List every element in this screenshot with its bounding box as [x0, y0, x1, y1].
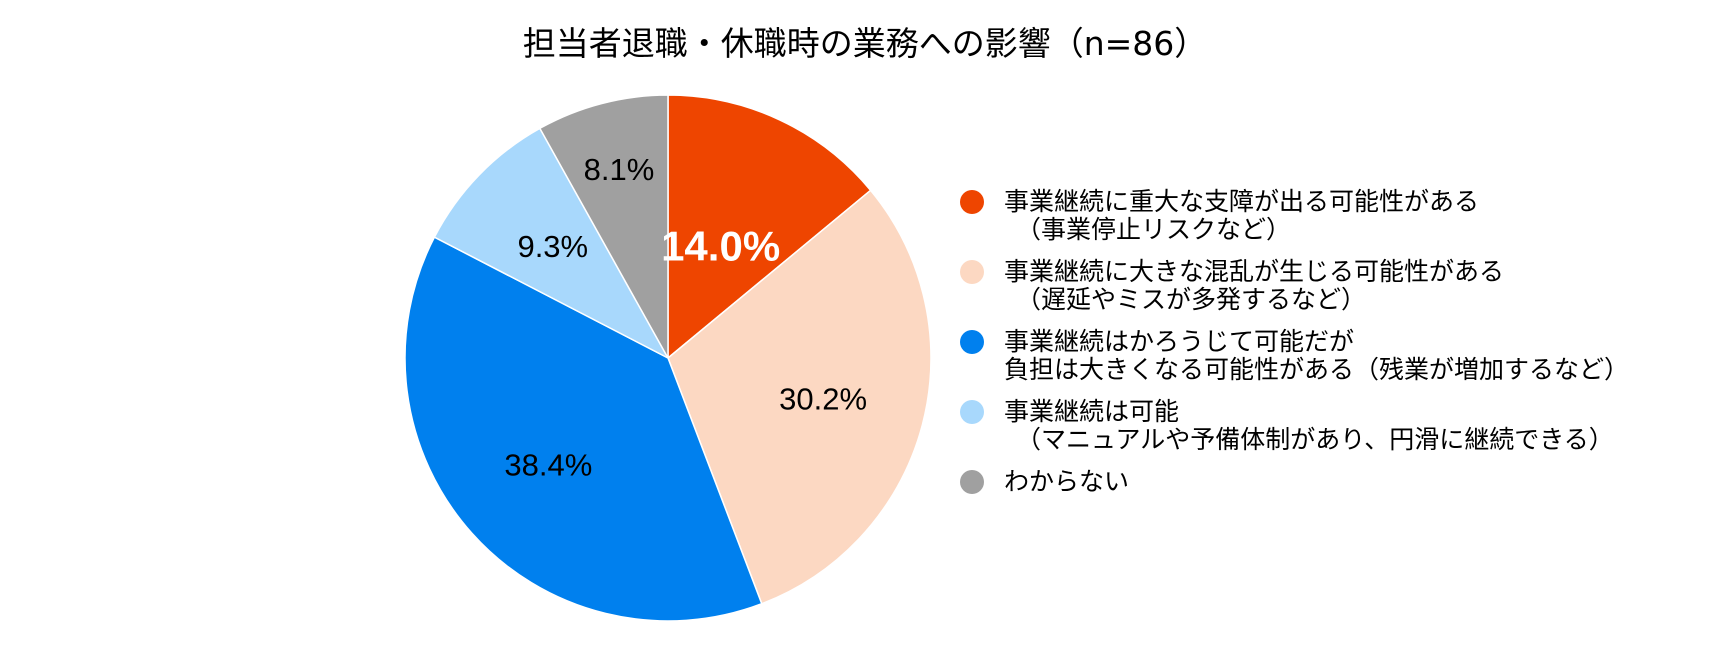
legend-label-line: 事業継続に重大な支障が出る可能性がある — [1004, 187, 1480, 216]
legend-label-line: （遅延やミスが多発するなど） — [1016, 285, 1367, 314]
legend-swatch — [960, 400, 984, 424]
legend-label-line: （マニュアルや予備体制があり、円滑に継続できる） — [1016, 425, 1614, 454]
pie-slices — [404, 94, 932, 622]
legend-label-line: 事業継続はかろうじて可能だが — [1004, 327, 1355, 356]
pie-slice-1 — [667, 94, 872, 360]
legend-item-4: 事業継続は可能 （マニュアルや予備体制があり、円滑に継続できる） — [960, 398, 1720, 454]
pie-slice-2 — [667, 189, 932, 605]
legend-label-line: 事業継続に大きな混乱が生じる可能性がある — [1004, 257, 1505, 286]
slice-value-label-3: 38.4% — [504, 447, 592, 482]
legend-swatch — [960, 470, 984, 494]
legend-swatch — [960, 260, 984, 284]
slice-value-label-4: 9.3% — [517, 229, 588, 264]
legend-item-1: 事業継続に重大な支障が出る可能性がある （事業停止リスクなど） — [960, 188, 1720, 244]
pie-chart: 14.0% 30.2% 38.4% 9.3% 8.1% — [404, 94, 932, 622]
legend-item-2: 事業継続に大きな混乱が生じる可能性がある （遅延やミスが多発するなど） — [960, 258, 1720, 314]
legend-label-line: 事業継続は可能 — [1004, 397, 1180, 426]
legend-label-line: 負担は大きくなる可能性がある（残業が増加するなど） — [1004, 355, 1630, 384]
slice-value-label-2: 30.2% — [779, 381, 867, 416]
slice-value-label-1: 14.0% — [661, 223, 780, 270]
legend-item-5: わからない — [960, 468, 1720, 496]
pie-slice-3 — [404, 236, 763, 622]
legend-swatch — [960, 330, 984, 354]
legend-swatch — [960, 190, 984, 214]
pie-slice-4 — [433, 127, 670, 360]
slice-value-label-5: 8.1% — [584, 152, 655, 187]
legend-label-line: わからない — [1004, 467, 1130, 496]
legend: 事業継続に重大な支障が出る可能性がある （事業停止リスクなど） 事業継続に大きな混乱… — [960, 188, 1720, 510]
legend-label-line: （事業停止リスクなど） — [1016, 215, 1292, 244]
pie-labels: 14.0% 30.2% 38.4% 9.3% 8.1% — [504, 152, 867, 482]
chart-title: 担当者退職・休職時の業務への影響（n=86） — [522, 24, 1208, 63]
pie-slice-5 — [538, 94, 669, 361]
legend-item-3: 事業継続はかろうじて可能だが 負担は大きくなる可能性がある（残業が増加するなど） — [960, 328, 1720, 384]
